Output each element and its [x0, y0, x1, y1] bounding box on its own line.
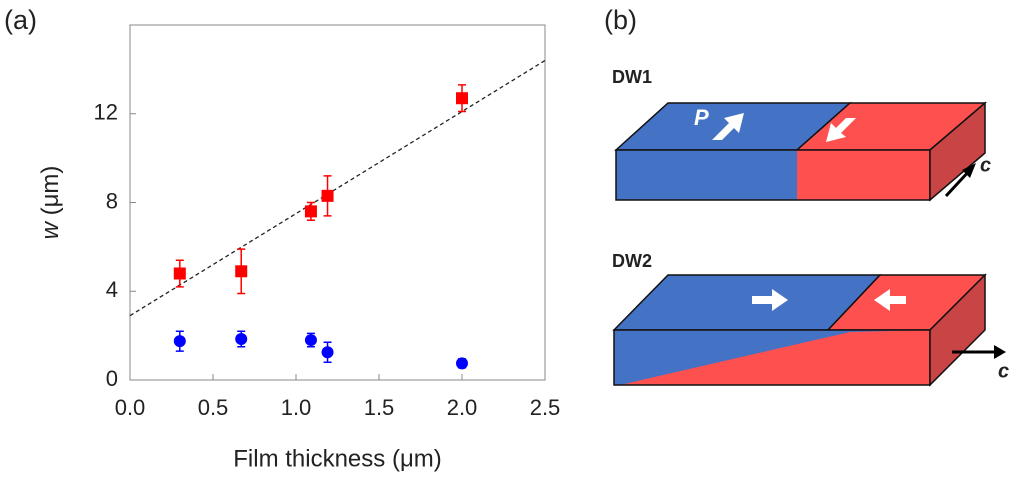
x-tick-label: 0.5	[198, 395, 229, 420]
axis-arrow	[944, 163, 976, 198]
plot: 0.0 0.5 1.0 1.5 2.0 2.5 0 4 8 12 Film thickness (μ…	[37, 24, 561, 472]
x-tick-label: 1.5	[364, 395, 395, 420]
fit-line	[129, 59, 546, 317]
y-tick-label: 12	[94, 100, 118, 125]
axis-label: c	[998, 360, 1009, 382]
x-axis-label: Film thickness (μm)	[233, 445, 442, 472]
data-point	[173, 267, 186, 280]
x-tick-label: 0.0	[115, 395, 146, 420]
data-point	[235, 332, 248, 345]
data-point	[456, 357, 468, 370]
y-tick-label: 8	[106, 188, 118, 213]
x-tick-label: 2.0	[447, 395, 478, 420]
data-point	[304, 334, 317, 347]
polarization-label: P	[694, 105, 709, 130]
data-point	[235, 265, 248, 278]
diagram-label: DW2	[612, 251, 652, 271]
data-point	[456, 92, 468, 105]
panel-label: (a)	[4, 5, 37, 35]
axis-label: c	[980, 154, 991, 176]
y-tick-label: 0	[106, 366, 118, 391]
y-axis-label: w (μm)	[37, 166, 64, 240]
domain-block	[612, 273, 987, 387]
x-tick-label: 1.0	[281, 395, 312, 420]
y-axis-variable: w	[37, 220, 64, 239]
data-point	[321, 189, 334, 202]
axis-arrow	[952, 345, 1006, 359]
x-tick-label: 2.5	[530, 395, 561, 420]
polarization-arrow	[752, 289, 906, 311]
data-point	[321, 346, 334, 359]
y-axis-unit: (μm)	[37, 166, 64, 216]
panel-label: (b)	[604, 5, 637, 35]
plot-frame	[129, 24, 546, 381]
polarization-arrow	[712, 113, 856, 142]
domain-block	[614, 101, 988, 202]
y-tick-label: 4	[106, 277, 118, 302]
data-point	[304, 205, 317, 218]
data-point	[173, 335, 186, 348]
diagram-label: DW1	[612, 67, 652, 87]
